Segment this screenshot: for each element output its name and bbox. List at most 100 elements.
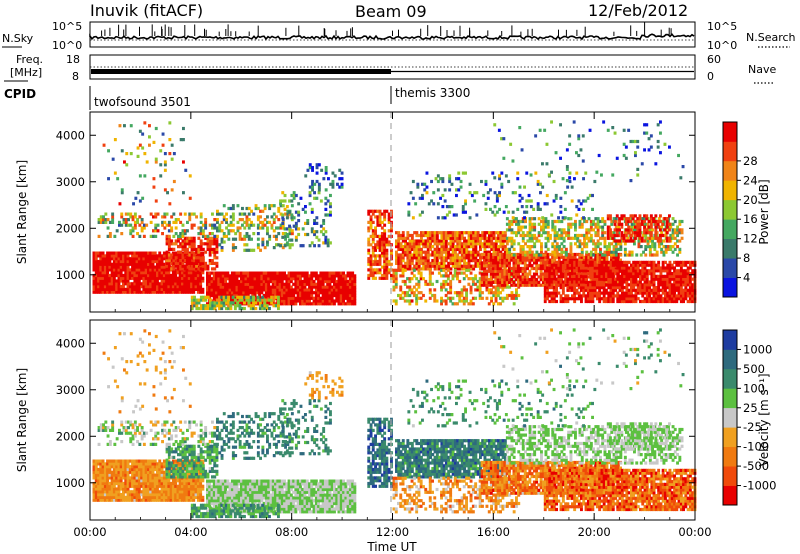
- heatmap-cell: [371, 273, 375, 278]
- heatmap-cell: [684, 272, 688, 276]
- heatmap-cell: [115, 262, 119, 266]
- heatmap-cell: [440, 285, 443, 289]
- heatmap-cell: [348, 279, 352, 284]
- heatmap-cell: [609, 288, 613, 292]
- heatmap-cell: [224, 306, 228, 311]
- heatmap-cell: [348, 271, 352, 275]
- heatmap-cell: [401, 233, 405, 238]
- heatmap-cell: [462, 271, 466, 275]
- heatmap-cell: [392, 288, 396, 292]
- heatmap-cell: [331, 185, 335, 189]
- heatmap-cell: [369, 254, 373, 258]
- heatmap-cell: [101, 259, 105, 264]
- heatmap-cell: [385, 276, 389, 280]
- heatmap-cell: [240, 282, 243, 286]
- heatmap-cell: [589, 255, 593, 259]
- heatmap-cell: [485, 231, 489, 235]
- heatmap-cell: [179, 264, 183, 268]
- heatmap-cell: [607, 299, 611, 304]
- heatmap-cell: [673, 280, 676, 284]
- heatmap-cell: [413, 264, 417, 268]
- heatmap-cell: [616, 266, 620, 270]
- heatmap-cell: [337, 293, 341, 298]
- heatmap-cell: [625, 272, 629, 276]
- heatmap-cell: [171, 290, 175, 294]
- heatmap-cell: [462, 288, 466, 292]
- heatmap-cell: [351, 274, 355, 278]
- heatmap-cell: [206, 277, 209, 281]
- heatmap-cell: [294, 271, 298, 275]
- heatmap-cell: [485, 239, 489, 243]
- heatmap-cell: [444, 231, 448, 235]
- heatmap-cell: [247, 237, 251, 241]
- heatmap-cell: [589, 299, 592, 304]
- heatmap-cell: [568, 280, 572, 284]
- heatmap-cell: [532, 283, 536, 287]
- heatmap-cell: [167, 247, 171, 251]
- heatmap-cell: [122, 268, 125, 272]
- heatmap-cell: [154, 229, 158, 233]
- heatmap-cell: [376, 215, 380, 219]
- heatmap-cell: [383, 273, 387, 278]
- heatmap-cell: [367, 243, 371, 247]
- heatmap-cell: [580, 283, 583, 287]
- heatmap-cell: [417, 264, 421, 268]
- heatmap-cell: [438, 231, 441, 235]
- heatmap-cell: [499, 250, 503, 254]
- heatmap-cell: [289, 274, 293, 278]
- heatmap-cell: [312, 291, 316, 295]
- heatmap-cell: [376, 254, 380, 258]
- heatmap-cell: [634, 299, 638, 304]
- heatmap-cell: [476, 259, 480, 263]
- heatmap-cell: [383, 237, 387, 241]
- heatmap-cell: [401, 247, 405, 251]
- heatmap-cell: [201, 234, 205, 238]
- heatmap-cell: [415, 253, 419, 257]
- heatmap-cell: [314, 302, 318, 306]
- heatmap-cell: [652, 277, 656, 281]
- heatmap-cell: [643, 286, 647, 290]
- heatmap-cell: [630, 286, 633, 290]
- heatmap-cell: [294, 221, 298, 225]
- heatmap-cell: [99, 215, 103, 219]
- heatmap-cell: [602, 277, 606, 281]
- heatmap-cell: [659, 297, 663, 301]
- heatmap-cell: [310, 230, 314, 234]
- heatmap-cell: [479, 264, 482, 268]
- heatmap-cell: [643, 263, 647, 267]
- heatmap-cell: [202, 298, 206, 302]
- heatmap-cell: [247, 206, 251, 211]
- heatmap-cell: [250, 223, 253, 227]
- heatmap-cell: [451, 264, 455, 268]
- heatmap-cell: [369, 243, 373, 247]
- heatmap-cell: [154, 199, 158, 203]
- heatmap-cell: [264, 282, 268, 286]
- heatmap-cell: [204, 234, 208, 238]
- heatmap-cell: [333, 277, 336, 281]
- heatmap-cell: [472, 239, 476, 243]
- heatmap-cell: [517, 266, 520, 271]
- heatmap-cell: [611, 272, 615, 276]
- heatmap-cell: [456, 261, 460, 265]
- heatmap-cell: [210, 293, 214, 298]
- heatmap-cell: [505, 258, 509, 262]
- heatmap-cell: [480, 264, 484, 268]
- heatmap-cell: [266, 226, 269, 230]
- heatmap-cell: [128, 262, 132, 266]
- heatmap-cell: [140, 282, 144, 286]
- heatmap-cell: [278, 277, 282, 281]
- heatmap-cell: [346, 274, 350, 278]
- heatmap-cell: [512, 269, 516, 273]
- heatmap-cell: [670, 288, 674, 292]
- heatmap-cell: [326, 213, 330, 217]
- heatmap-cell: [573, 294, 577, 298]
- heatmap-cell: [501, 255, 504, 259]
- heatmap-cell: [383, 240, 387, 244]
- heatmap-cell: [119, 279, 123, 283]
- heatmap-cell: [424, 279, 428, 284]
- heatmap-cell: [268, 220, 272, 224]
- heatmap-cell: [616, 272, 620, 276]
- heatmap-cell: [252, 223, 256, 227]
- heatmap-cell: [605, 263, 608, 267]
- heatmap-cell: [133, 259, 137, 264]
